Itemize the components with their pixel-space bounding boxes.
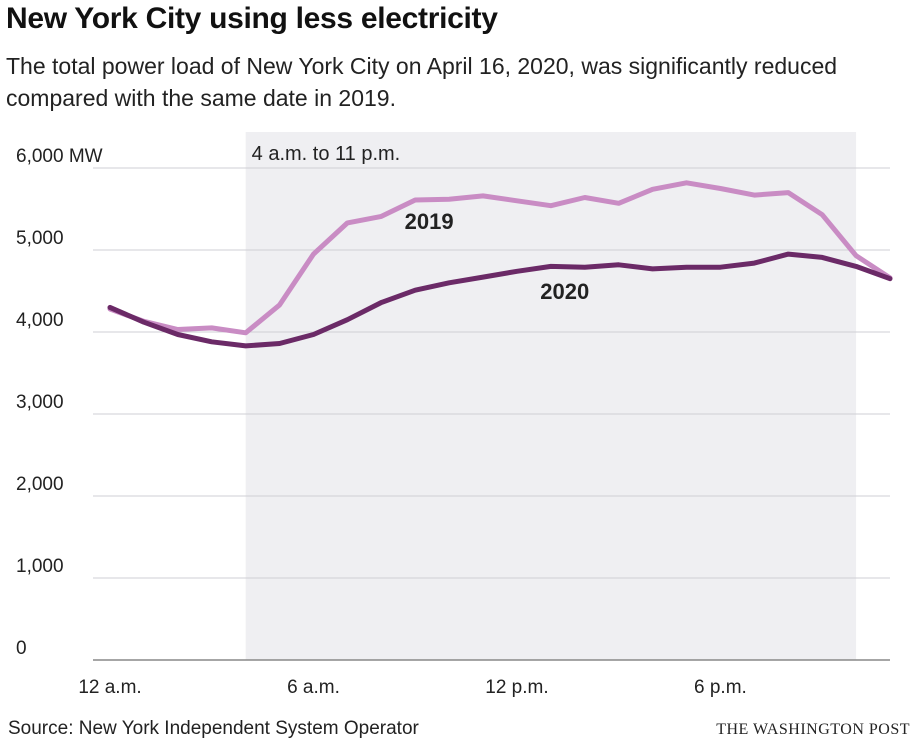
power-load-chart: 4 a.m. to 11 p.m. 0 1,000 2,000 3,000 4,000 5… (16, 132, 893, 698)
series-label-2020: 2020 (540, 279, 589, 304)
highlight-band (245, 132, 857, 660)
series-label-2019: 2019 (405, 209, 454, 234)
x-tick-label: 12 p.m. (485, 677, 548, 698)
series-line-2019 (107, 180, 893, 336)
publisher-credit: THE WASHINGTON POST (716, 721, 910, 738)
y-tick-label: 0 (16, 638, 27, 659)
y-tick-label: 4,000 (16, 310, 64, 331)
y-tick-label: 5,000 (16, 228, 64, 249)
y-tick-label: 3,000 (16, 392, 64, 413)
y-tick-label: 2,000 (16, 474, 64, 495)
series-line-2020 (107, 251, 893, 349)
y-tick-label: 1,000 (16, 556, 64, 577)
y-tick-label: 6,000 MW (16, 146, 103, 167)
x-tick-label: 6 a.m. (287, 677, 340, 698)
x-tick-label: 12 a.m. (78, 677, 141, 698)
page-title: New York City using less electricity (6, 2, 498, 35)
chart-subtitle: The total power load of New York City on… (6, 53, 838, 111)
x-tick-label: 6 p.m. (694, 677, 747, 698)
source-note: Source: New York Independent System Oper… (8, 718, 419, 739)
highlight-label: 4 a.m. to 11 p.m. (252, 143, 401, 165)
